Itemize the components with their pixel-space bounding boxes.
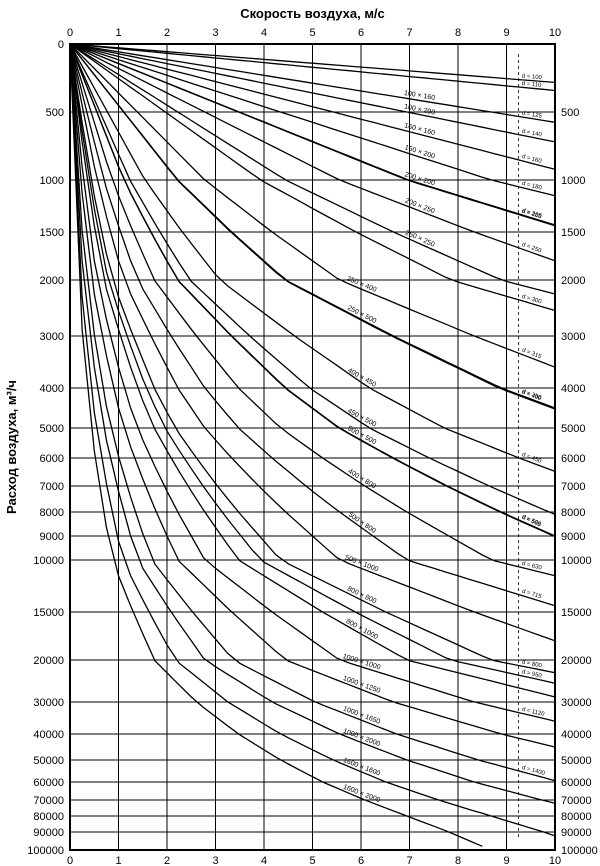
y-tick-right: 4000 [561,383,585,395]
y-tick-right: 1000 [561,175,585,187]
y-tick-left: 90000 [33,827,64,839]
y-tick-right: 100000 [561,845,598,857]
y-axis-title: Расход воздуха, м³/ч [4,380,19,514]
x-tick-bottom: 5 [309,855,315,866]
y-tick-right: 5000 [561,423,585,435]
x-tick-bottom: 8 [455,855,461,866]
curve-label-rect: 1600 × 2000 [342,784,381,805]
x-axis-title: Скорость воздуха, м/с [240,6,385,21]
x-tick-bottom: 3 [212,855,218,866]
y-tick-left: 3000 [40,331,64,343]
curve-label-rect: 400 × 800 [347,468,377,490]
y-tick-right: 40000 [561,729,592,741]
x-tick-top: 2 [164,27,170,39]
y-tick-left: 0 [58,39,64,51]
x-tick-top: 8 [455,27,461,39]
curve-label-rect: 500 × 800 [347,511,377,535]
y-tick-left: 8000 [40,507,64,519]
y-tick-right: 9000 [561,531,585,543]
y-tick-left: 1000 [40,175,64,187]
y-tick-left: 1500 [40,227,64,239]
y-tick-right: 60000 [561,777,592,789]
y-tick-left: 5000 [40,423,64,435]
y-tick-right: 3000 [561,331,585,343]
x-tick-bottom: 10 [549,855,561,866]
x-tick-bottom: 7 [406,855,412,866]
x-tick-top: 6 [358,27,364,39]
y-tick-right: 500 [561,107,579,119]
y-tick-right: 6000 [561,453,585,465]
y-tick-left: 6000 [40,453,64,465]
y-tick-right: 80000 [561,811,592,823]
x-tick-bottom: 2 [164,855,170,866]
y-tick-left: 7000 [40,481,64,493]
y-tick-left: 80000 [33,811,64,823]
x-tick-bottom: 0 [67,855,73,866]
x-tick-bottom: 9 [503,855,509,866]
y-tick-left: 4000 [40,383,64,395]
x-tick-top: 1 [115,27,121,39]
y-tick-right: 7000 [561,481,585,493]
duct-sizing-nomograph: 0011223344556677889910100500500100010001… [0,0,600,866]
x-tick-top: 0 [67,27,73,39]
y-tick-right: 90000 [561,827,592,839]
x-tick-bottom: 6 [358,855,364,866]
y-tick-left: 20000 [33,655,64,667]
curve-label-rect: 1000 × 1250 [342,675,381,695]
curve-label-rect: 400 × 450 [346,367,377,388]
curve-label-rect: 160 × 200 [404,144,436,160]
curve-label-rect: 1000 × 1650 [342,705,381,725]
y-tick-left: 15000 [33,607,64,619]
y-tick-right: 1500 [561,227,585,239]
y-tick-left: 2000 [40,275,64,287]
curve-label-rect: 800 × 800 [346,586,377,606]
y-tick-right: 15000 [561,607,592,619]
x-tick-bottom: 4 [261,855,267,866]
x-tick-top: 9 [503,27,509,39]
y-tick-left: 70000 [33,795,64,807]
y-tick-right: 10000 [561,555,592,567]
x-tick-top: 3 [212,27,218,39]
y-tick-right: 8000 [561,507,585,519]
y-tick-left: 100000 [27,845,64,857]
curve-label-rect: 1000 × 2000 [342,728,381,749]
y-tick-left: 50000 [33,755,64,767]
y-tick-left: 40000 [33,729,64,741]
x-tick-top: 4 [261,27,267,39]
y-tick-left: 30000 [33,697,64,709]
y-tick-right: 30000 [561,697,592,709]
x-tick-bottom: 1 [115,855,121,866]
y-tick-left: 10000 [33,555,64,567]
y-tick-right: 2000 [561,275,585,287]
y-tick-left: 500 [46,107,64,119]
y-tick-left: 60000 [33,777,64,789]
x-tick-top: 5 [309,27,315,39]
y-tick-left: 9000 [40,531,64,543]
duct-curve [70,44,482,846]
y-tick-right: 50000 [561,755,592,767]
y-tick-right: 70000 [561,795,592,807]
x-tick-top: 7 [406,27,412,39]
x-tick-top: 10 [549,27,561,39]
y-tick-right: 20000 [561,655,592,667]
